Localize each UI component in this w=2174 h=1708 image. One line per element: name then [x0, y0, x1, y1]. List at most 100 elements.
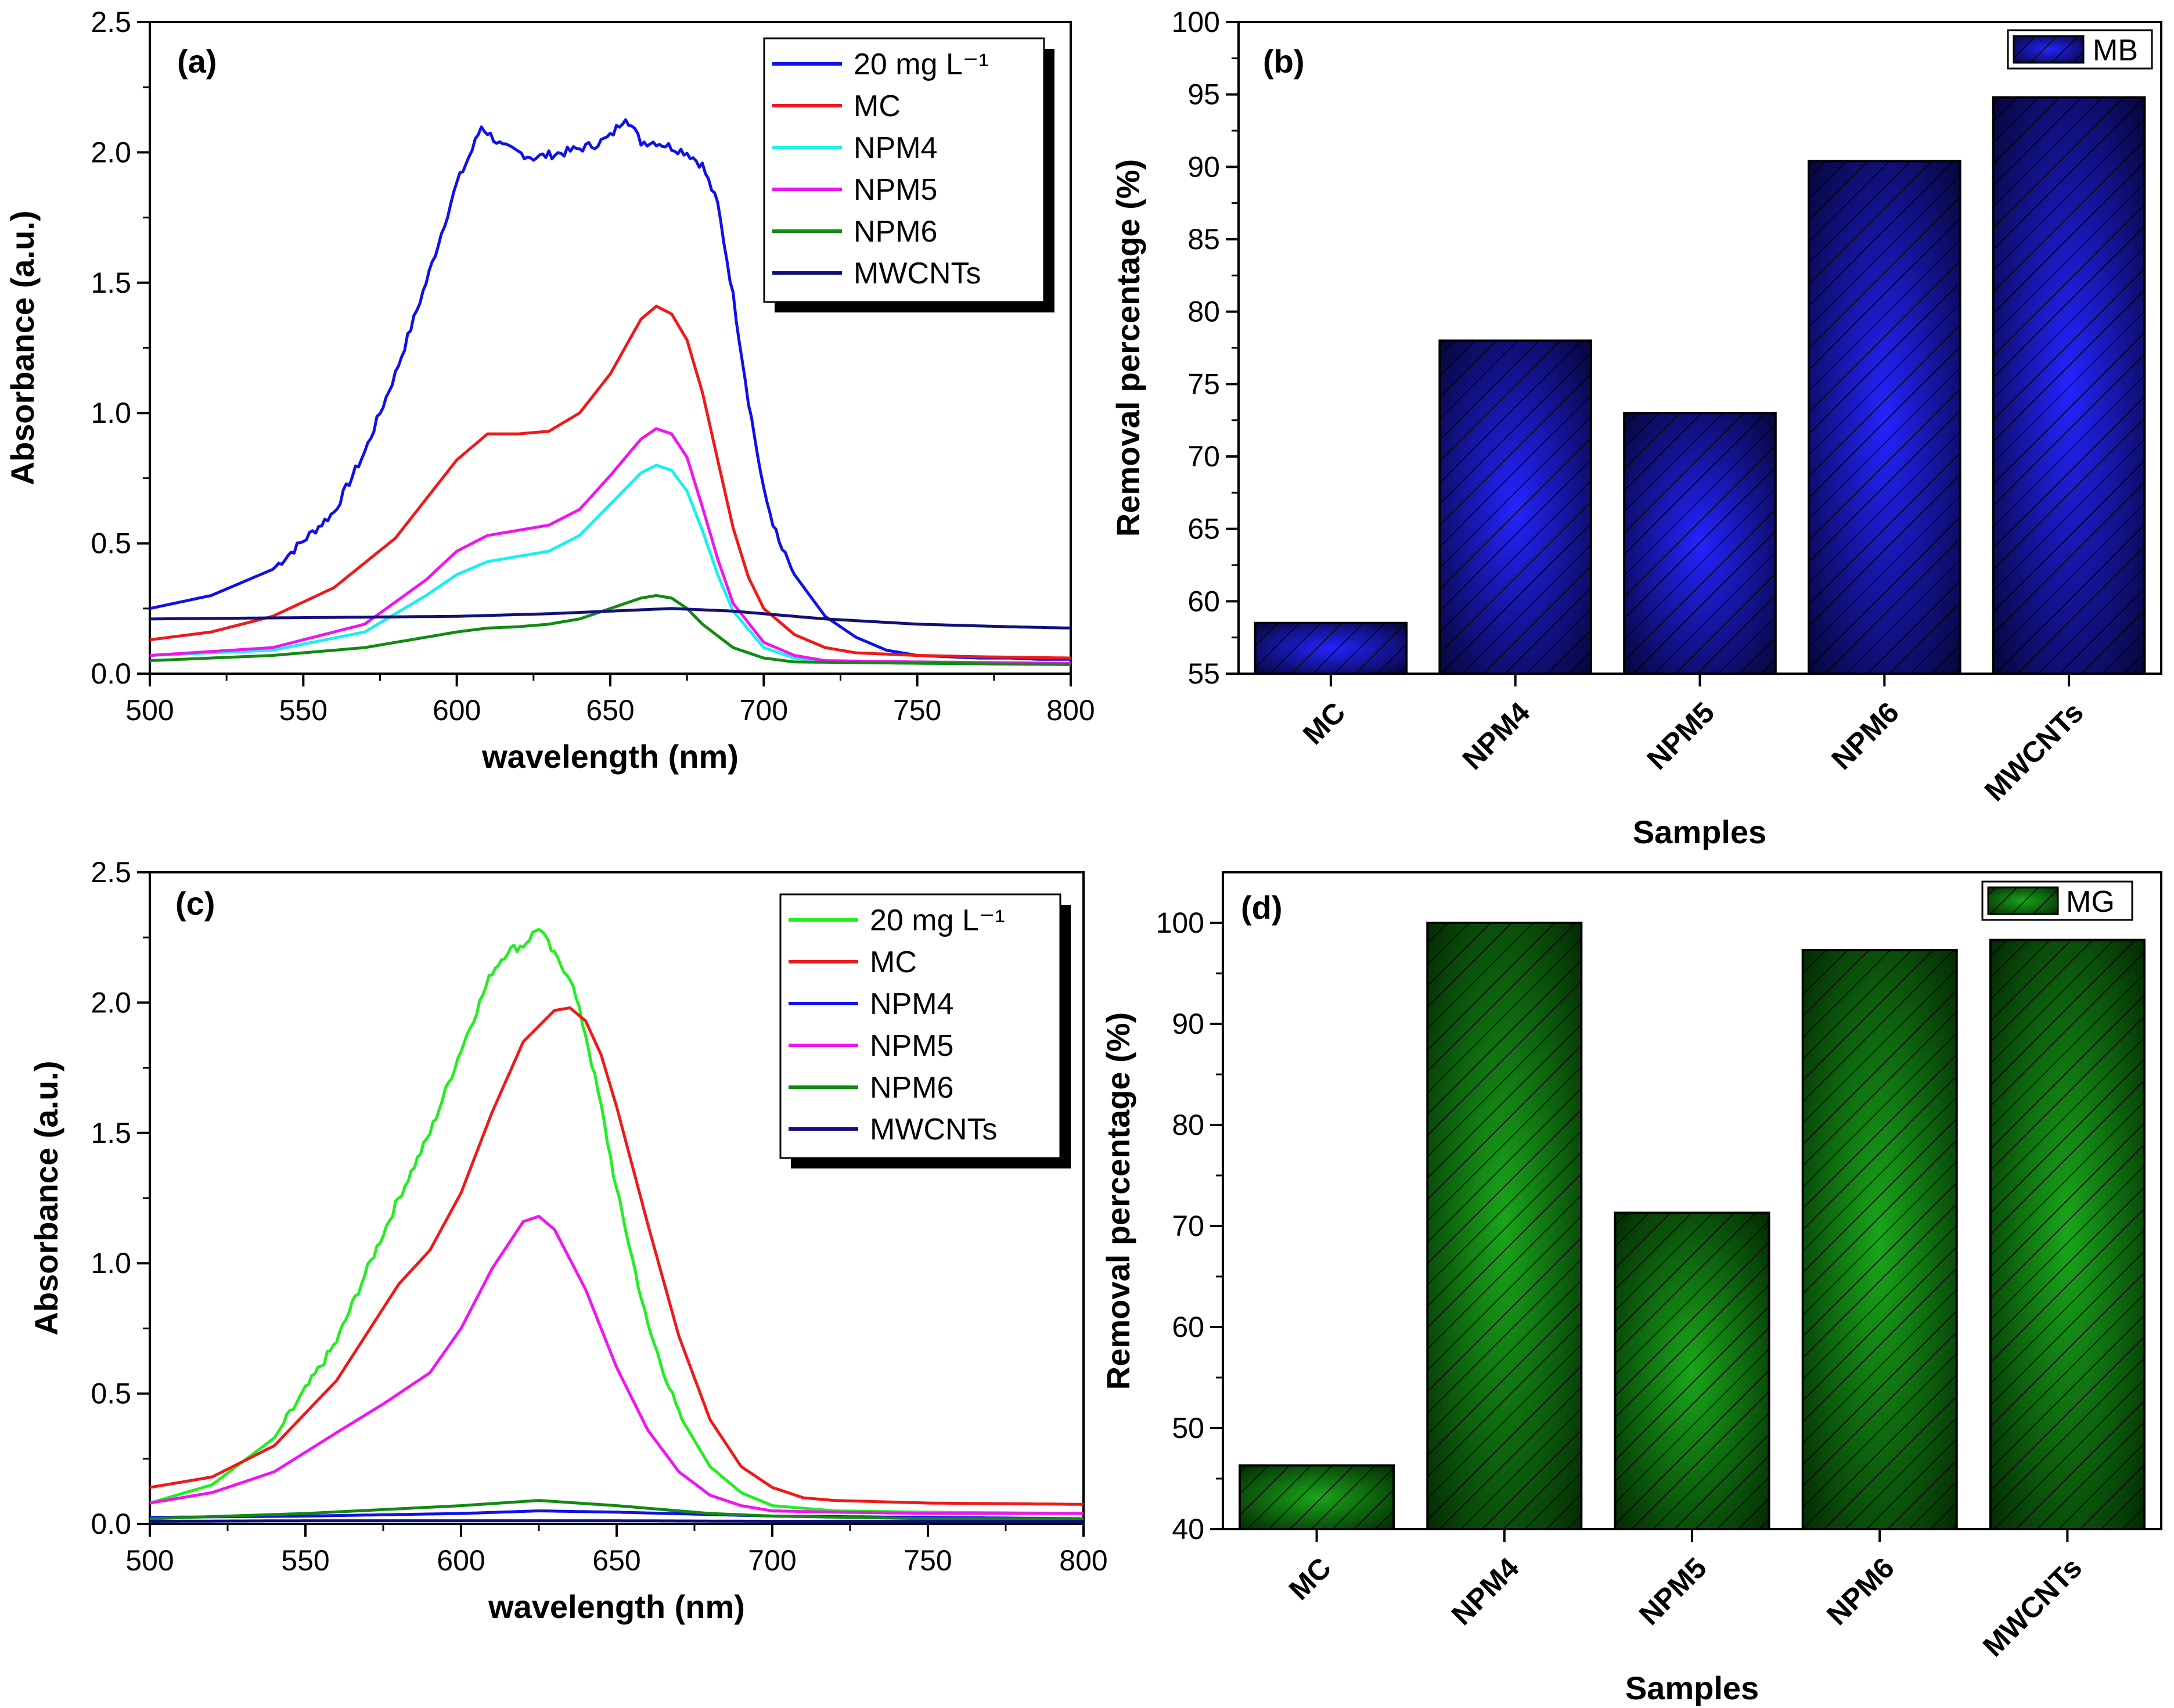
panel-c-line-chart: 500 550 600 650 700 750 8000.00.51.01.52.02.5 … — [28, 856, 1108, 1625]
panel-c-x-tick-label: 600 — [437, 1544, 485, 1577]
panel-a-x-tick-label: 700 — [740, 694, 788, 727]
panel-d-y-tick-label: 100 — [1156, 907, 1204, 939]
panel-d-y-tick-label: 90 — [1172, 1008, 1204, 1040]
panel-b-x-tick-label-mc: MC — [1297, 696, 1352, 751]
panel-c-y-tick-label: 2.5 — [91, 856, 131, 889]
legend-swatch-hatch — [2014, 36, 2083, 63]
panel-d-legend: MG — [1981, 880, 2133, 921]
panel-a-x-tick-label: 800 — [1046, 694, 1095, 727]
panel-b-x-tick-label-npm6: NPM6 — [1825, 696, 1905, 776]
panel-d-bar-hatch-mc — [1240, 1465, 1394, 1529]
panel-a-series-mwcnts — [149, 607, 1071, 630]
legend-label-mg: MG — [2066, 885, 2115, 919]
panel-c-legend-label-npm5: NPM5 — [870, 1029, 953, 1063]
panel-c-y-tick-label: 0.0 — [91, 1508, 131, 1540]
panel-b-x-tick-label-npm4: NPM4 — [1456, 696, 1536, 776]
panel-b-bar-hatch-npm5 — [1624, 413, 1776, 674]
panel-a-legend-label-mc: MC — [854, 89, 901, 123]
panel-c-y-tick-label: 1.0 — [91, 1247, 131, 1279]
panel-a-y-tick-label: 1.5 — [91, 267, 131, 299]
panel-a-y-tick-label: 2.0 — [91, 136, 131, 168]
panel-b-y-tick-label: 100 — [1172, 6, 1220, 38]
panel-a-y-tick-label: 0.5 — [91, 527, 131, 560]
panel-a-series-npm6 — [149, 594, 1071, 666]
legend-label-mb: MB — [2093, 34, 2138, 67]
panel-d-x-axis-title: Samples — [1625, 1670, 1759, 1706]
panel-c-x-tick-label: 800 — [1059, 1544, 1107, 1577]
panel-b-bar-chart: MC NPM4 NPM5 NPM6 MWCNTs 55 60 65 70 75 80 85 90 95 10… — [1110, 6, 2162, 850]
panel-b-y-tick-label: 80 — [1187, 296, 1220, 328]
panel-c-legend-label-mwcnts: MWCNTs — [870, 1113, 998, 1146]
panel-a-label: (a) — [177, 43, 217, 80]
panel-d-label: (d) — [1241, 889, 1283, 926]
panel-d-y-tick-label: 60 — [1172, 1311, 1204, 1343]
panel-d-bars — [1239, 922, 2146, 1530]
panel-a-series-npm5 — [149, 427, 1071, 665]
panel-b-y-tick-label: 75 — [1187, 368, 1220, 400]
panel-c-legend-label-npm6: NPM6 — [870, 1071, 953, 1105]
panel-c-legend: 20 mg L⁻¹ MC NPM4 NPM5 NPM6 MWCNTs — [779, 893, 1071, 1168]
panel-d-x-tick-label-mwcnts: MWCNTs — [1977, 1551, 2088, 1663]
panel-a-x-tick-label: 500 — [125, 694, 174, 727]
panel-a-legend-label-npm6: NPM6 — [854, 215, 937, 249]
panel-c-x-tick-label: 700 — [748, 1544, 796, 1577]
panel-d-x-tick-label-mc: MC — [1283, 1551, 1338, 1606]
panel-b-label: (b) — [1263, 43, 1305, 80]
panel-c-legend-label-20-mg-l: 20 mg L⁻¹ — [870, 904, 1005, 937]
panel-c-x-tick-label: 500 — [125, 1544, 174, 1577]
panel-c-legend-items: 20 mg L⁻¹ MC NPM4 NPM5 NPM6 MWCNTs — [789, 904, 1005, 1146]
panel-b-y-tick-label: 95 — [1187, 78, 1220, 111]
panel-a-x-tick-label: 600 — [433, 694, 481, 727]
panel-c-legend-label-npm4: NPM4 — [870, 987, 953, 1021]
legend-box — [763, 37, 1045, 303]
panel-a-series-mc — [149, 304, 1071, 660]
panel-a-x-axis-title: wavelength (nm) — [481, 738, 739, 775]
panel-c-x-tick-label: 750 — [904, 1544, 952, 1577]
legend-box — [779, 893, 1061, 1159]
panel-c-series-mwcnts — [150, 1519, 1084, 1523]
panel-b-x-tick-label-mwcnts: MWCNTs — [1978, 696, 2090, 807]
panel-b-bar-hatch-npm6 — [1809, 161, 1960, 674]
panel-a-x-tick-label: 550 — [279, 694, 327, 727]
panel-a-x-tick-label: 650 — [586, 694, 634, 727]
panel-d-y-tick-label: 70 — [1172, 1210, 1204, 1242]
panel-d-bar-hatch-npm4 — [1427, 923, 1582, 1529]
panel-b-y-tick-label: 85 — [1187, 223, 1220, 256]
panel-c-x-axis-title: wavelength (nm) — [488, 1588, 745, 1625]
panel-d-bar-hatch-mwcnts — [1990, 940, 2144, 1529]
panel-d-bar-hatch-npm6 — [1802, 950, 1957, 1529]
panel-a-legend-label-mwcnts: MWCNTs — [854, 257, 981, 290]
panel-a-y-axis-title: Absorbance (a.u.) — [4, 211, 41, 486]
panel-c-y-axis-title: Absorbance (a.u.) — [28, 1061, 64, 1336]
panel-a-x-tick-label: 750 — [893, 694, 941, 727]
panel-c-series-npm5 — [149, 1214, 1084, 1515]
panel-c-ticks: 500 550 600 650 700 750 800 0.0 0.5 1.0 1.5 2.0 2.5 — [91, 856, 1107, 1577]
panel-c-label: (c) — [175, 885, 215, 922]
panel-c-y-tick-label: 2.0 — [91, 986, 131, 1019]
panel-a-y-tick-label: 1.0 — [91, 397, 131, 429]
panel-c-legend-label-mc: MC — [870, 945, 917, 979]
panel-a-legend-label-npm5: NPM5 — [854, 173, 937, 207]
panel-c-y-tick-label: 0.5 — [91, 1378, 131, 1410]
panel-d-y-tick-label: 80 — [1172, 1109, 1204, 1141]
panel-d-x-tick-label-npm4: NPM4 — [1445, 1551, 1525, 1631]
panel-d-y-tick-label: 40 — [1172, 1513, 1204, 1545]
panel-a-y-tick-label: 2.5 — [91, 6, 131, 38]
panel-a-ticks: 500 550 600 650 700 750 800 0.0 0.5 1.0 1.5 2.0 2.5 — [91, 6, 1095, 727]
panel-c-y-tick-label: 1.5 — [91, 1117, 131, 1149]
panel-b-legend: MB — [2007, 29, 2153, 70]
panel-a-line-chart: 500 550 600 650 700 750 8000.00.51.01.52.02.5 … — [4, 6, 1095, 775]
legend-swatch-hatch — [1988, 887, 2058, 914]
panel-a-series-npm4 — [149, 463, 1071, 666]
panel-d-x-tick-label-npm5: NPM5 — [1633, 1551, 1713, 1631]
panel-b-x-tick-label-npm5: NPM5 — [1640, 696, 1721, 776]
panel-b-bar-hatch-mwcnts — [1993, 97, 2145, 674]
panel-d-y-axis-title: Removal percentage (%) — [1100, 1012, 1136, 1390]
panel-c-series-group — [149, 928, 1084, 1523]
panel-b-y-axis-title: Removal percentage (%) — [1110, 159, 1146, 537]
panel-a-legend-label-20-mg-l: 20 mg L⁻¹ — [854, 48, 989, 81]
panel-b-y-tick-label: 70 — [1187, 440, 1220, 473]
panel-d-bar-hatch-npm5 — [1615, 1213, 1769, 1529]
panel-c-x-tick-label: 650 — [592, 1544, 640, 1577]
